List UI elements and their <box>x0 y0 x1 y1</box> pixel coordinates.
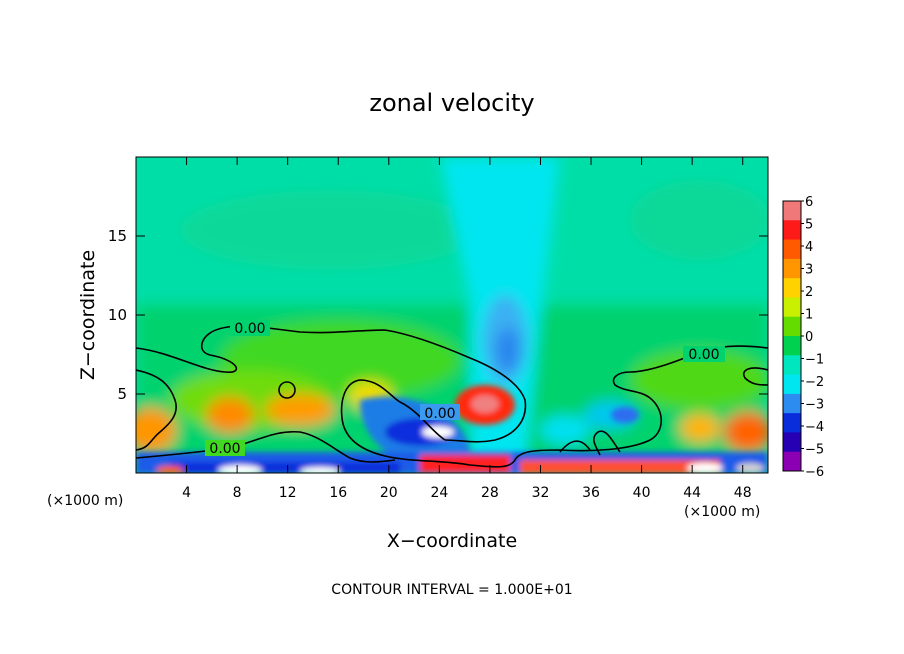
x-tick-label: 28 <box>481 485 499 501</box>
x-tick-label: 8 <box>233 485 242 501</box>
y-axis-ticks: 5 10 15 <box>108 227 768 403</box>
y-axis-label: Z−coordinate <box>77 250 99 380</box>
colorbar-label: −4 <box>805 420 824 435</box>
colorbar-label: 5 <box>805 218 813 233</box>
colorbar-swatch <box>783 278 801 298</box>
zero-contours <box>136 325 768 468</box>
colorbar-swatch <box>783 239 801 260</box>
colorbar-label: 4 <box>805 240 813 255</box>
x-axis-ticks: 4 8 12 16 20 24 28 32 36 40 44 48 <box>182 157 752 501</box>
x-axis-label: X−coordinate <box>387 530 517 552</box>
colorbar-label: −5 <box>805 443 824 458</box>
x-tick-label: 16 <box>329 485 347 501</box>
colorbar-label: 3 <box>805 263 813 278</box>
colorbar-label: −1 <box>805 353 824 368</box>
x-tick-label: 12 <box>279 485 297 501</box>
colorbar-label: −6 <box>805 465 824 480</box>
x-unit-left: (×1000 m) <box>47 493 123 509</box>
colorbar-swatch <box>783 297 801 318</box>
x-unit-right: (×1000 m) <box>684 504 760 520</box>
chart-title: zonal velocity <box>369 89 534 117</box>
colorbar-swatch <box>783 316 801 337</box>
colorbar-swatch <box>783 258 801 279</box>
colorbar-label: 2 <box>805 285 813 300</box>
contour-label-group: 0.00 0.00 0.00 0.00 <box>205 320 725 457</box>
colorbar-label: 0 <box>805 330 813 345</box>
x-tick-label: 20 <box>380 485 398 501</box>
x-tick-label: 4 <box>182 485 191 501</box>
x-tick-label: 24 <box>430 485 448 501</box>
x-tick-label: 40 <box>633 485 651 501</box>
contour-label: 0.00 <box>688 347 719 363</box>
contour-label: 0.00 <box>209 441 240 457</box>
colorbar-swatch <box>783 374 801 395</box>
colorbar-label: −2 <box>805 375 824 390</box>
colorbar-swatch <box>783 413 801 433</box>
y-tick-label: 10 <box>108 306 127 324</box>
x-tick-label: 36 <box>582 485 600 501</box>
x-tick-label: 32 <box>532 485 550 501</box>
colorbar-swatch <box>783 432 801 453</box>
colorbar-swatch <box>783 393 801 414</box>
y-tick-label: 15 <box>108 227 127 245</box>
contour-label: 0.00 <box>234 321 265 337</box>
y-tick-label: 5 <box>117 385 127 403</box>
colorbar-swatch <box>783 336 801 356</box>
colorbar-swatch <box>783 355 801 376</box>
colorbar: 6 5 4 3 2 1 0 −1 −2 −3 −4 −5 −6 <box>782 195 824 480</box>
x-tick-label: 44 <box>683 485 701 501</box>
colorbar-label: 6 <box>805 195 813 210</box>
x-tick-label: 48 <box>734 485 752 501</box>
colorbar-label: −3 <box>805 398 824 413</box>
contour-interval-note: CONTOUR INTERVAL = 1.000E+01 <box>331 582 572 598</box>
heatmap-field: 0.00 0.00 0.00 0.00 <box>136 157 768 473</box>
colorbar-swatch <box>783 201 801 221</box>
colorbar-swatch <box>783 220 801 241</box>
contour-label: 0.00 <box>424 406 455 422</box>
colorbar-swatch <box>783 451 801 472</box>
colorbar-label: 1 <box>805 308 813 323</box>
